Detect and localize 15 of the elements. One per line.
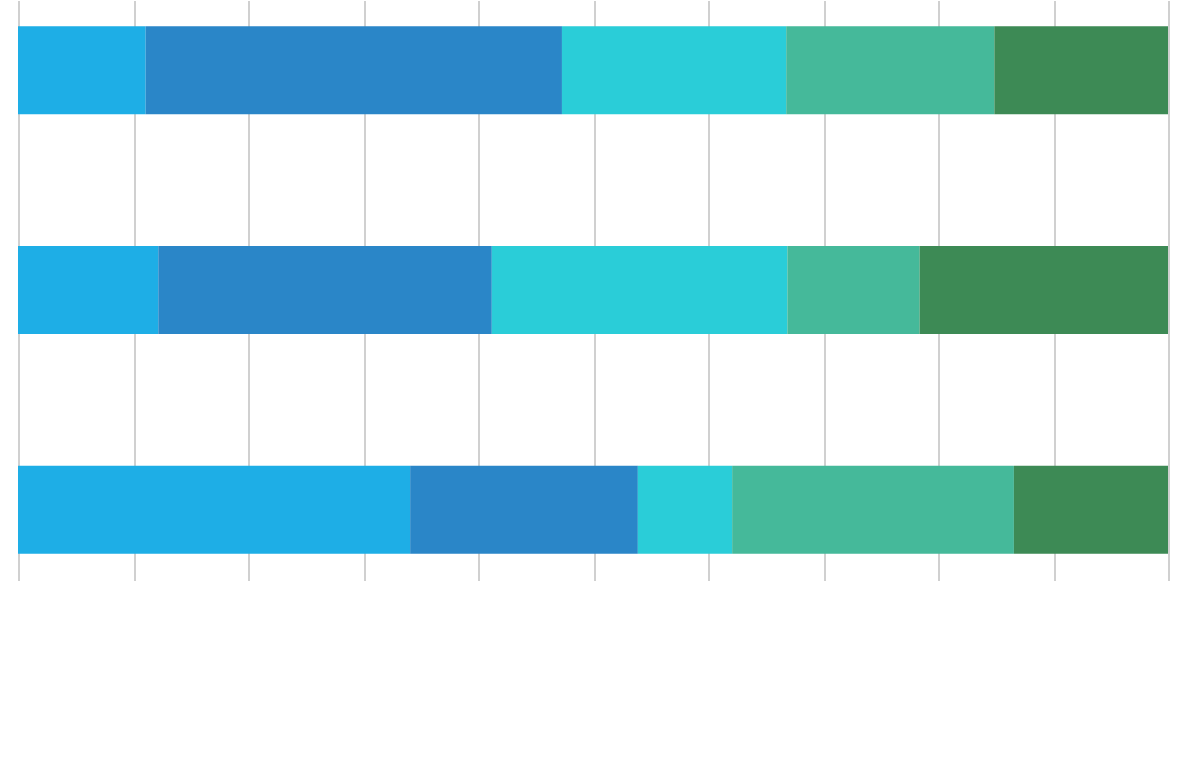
bar [637,465,733,554]
bar [919,246,1168,334]
bar [145,26,562,115]
bar [18,26,146,115]
bar [18,465,411,554]
bar [158,246,492,334]
bar [561,26,787,115]
bar [1013,465,1168,554]
bar [491,246,788,334]
bar [787,246,920,334]
bar [732,465,1014,554]
bar [410,465,638,554]
bar [994,26,1168,115]
bar [18,246,159,334]
bar [786,26,995,115]
